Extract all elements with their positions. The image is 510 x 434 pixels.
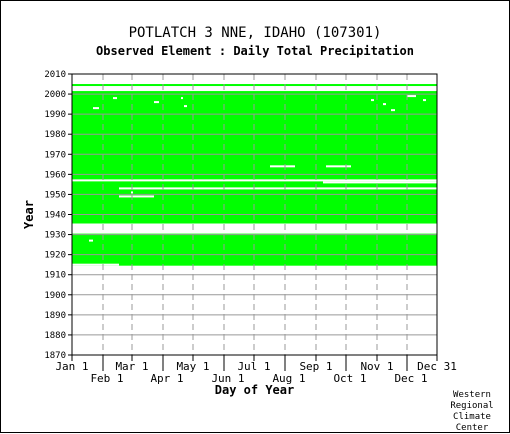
missing-segment bbox=[72, 179, 437, 182]
x-tick-label: Aug 1 bbox=[272, 372, 305, 385]
missing-segment bbox=[119, 195, 154, 198]
observed-block bbox=[86, 84, 437, 87]
y-tick-label: 1910 bbox=[44, 271, 66, 281]
missing-segment bbox=[407, 95, 416, 98]
missing-segment bbox=[119, 187, 437, 190]
axes: 1870 1880 1890 1900 1910 1920 1930 1940 1950 1960… bbox=[22, 70, 457, 397]
x-tick-label: Jan 1 bbox=[55, 360, 88, 373]
missing-segment bbox=[154, 101, 159, 104]
missing-segment bbox=[391, 109, 395, 112]
credit-line-4: Center bbox=[455, 423, 489, 433]
x-axis-label: Day of Year bbox=[215, 383, 294, 397]
y-tick-label: 1900 bbox=[44, 291, 66, 301]
y-tick-label: 1890 bbox=[44, 311, 66, 321]
missing-segment bbox=[326, 165, 351, 168]
missing-segment bbox=[113, 97, 117, 100]
credit-line-1: Western bbox=[453, 390, 491, 400]
y-tick-label: 1980 bbox=[44, 130, 66, 140]
missing-segment bbox=[72, 231, 437, 234]
y-axis-label: Year bbox=[22, 200, 36, 229]
missing-segment bbox=[72, 229, 437, 232]
missing-segment bbox=[93, 107, 99, 110]
x-tick-label: May 1 bbox=[176, 360, 209, 373]
missing-segment bbox=[72, 263, 119, 266]
wrcc-credit: Western Regional Climate Center bbox=[448, 390, 496, 434]
x-tick-label: Sep 1 bbox=[299, 360, 332, 373]
missing-segment bbox=[323, 181, 437, 184]
credit-line-2: Regional bbox=[450, 401, 494, 411]
y-tick-label: 1930 bbox=[44, 231, 66, 241]
missing-segment bbox=[383, 103, 386, 106]
observed-block bbox=[72, 84, 86, 87]
x-tick-label: Apr 1 bbox=[150, 372, 183, 385]
missing-segment bbox=[270, 165, 295, 168]
chart-subtitle: Observed Element : Daily Total Precipita… bbox=[96, 44, 414, 58]
missing-segment bbox=[89, 239, 93, 242]
y-tick-label: 1990 bbox=[44, 110, 66, 120]
missing-segment bbox=[423, 99, 426, 102]
y-tick-label: 1920 bbox=[44, 251, 66, 261]
x-tick-label: Dec 31 bbox=[417, 360, 457, 373]
chart-title: POTLATCH 3 NNE, IDAHO (107301) bbox=[128, 25, 382, 41]
y-tick-label: 1870 bbox=[44, 351, 66, 361]
x-tick-label: Mar 1 bbox=[115, 360, 148, 373]
x-tick-label: Feb 1 bbox=[90, 372, 123, 385]
plot-border bbox=[71, 73, 438, 356]
x-tick-label: Jun 1 bbox=[211, 372, 244, 385]
y-tick-label: 2010 bbox=[44, 70, 66, 80]
x-tick-label: Jul 1 bbox=[237, 360, 270, 373]
x-tick-label: Oct 1 bbox=[333, 372, 366, 385]
missing-segment bbox=[184, 105, 187, 108]
y-tick-label: 2000 bbox=[44, 90, 66, 100]
y-tick-label: 1880 bbox=[44, 331, 66, 341]
y-tick-label: 1940 bbox=[44, 211, 66, 221]
y-tick-label: 1950 bbox=[44, 190, 66, 200]
y-tick-label: 1960 bbox=[44, 170, 66, 180]
missing-segment bbox=[72, 223, 310, 226]
y-tick-label: 1970 bbox=[44, 150, 66, 160]
x-tick-label: Dec 1 bbox=[394, 372, 427, 385]
credit-line-3: Climate bbox=[453, 412, 491, 422]
missing-segment bbox=[131, 191, 133, 194]
missing-segment bbox=[371, 99, 374, 102]
missing-segment bbox=[181, 97, 183, 100]
x-tick-label: Nov 1 bbox=[360, 360, 393, 373]
